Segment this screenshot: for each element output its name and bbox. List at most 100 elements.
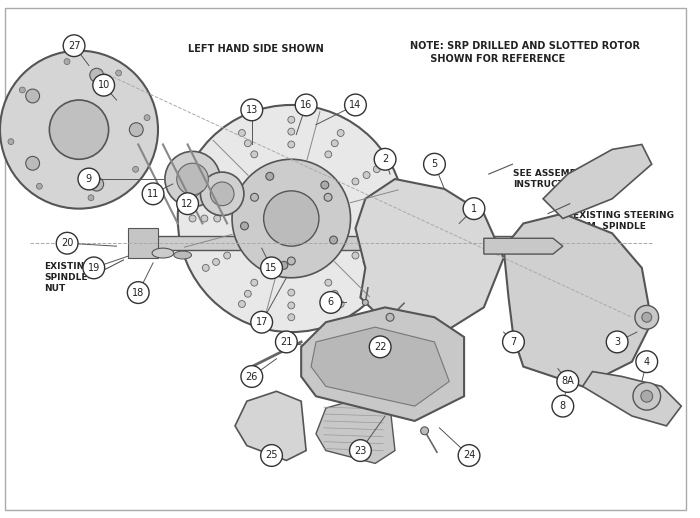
Circle shape (386, 215, 393, 222)
Text: 18: 18 (132, 287, 144, 297)
Circle shape (320, 292, 342, 313)
Circle shape (241, 222, 248, 230)
Text: LEFT HAND SIDE SHOWN: LEFT HAND SIDE SHOWN (188, 44, 323, 54)
Circle shape (266, 172, 274, 180)
Text: SEE ASSEMBLY
INSTRUCTIONS: SEE ASSEMBLY INSTRUCTIONS (514, 169, 589, 189)
Text: 27: 27 (68, 41, 80, 51)
Polygon shape (356, 179, 503, 332)
Circle shape (210, 182, 234, 206)
Text: 6: 6 (328, 297, 334, 308)
Circle shape (20, 87, 25, 93)
Text: EXISTING
SPINDLE
NUT: EXISTING SPINDLE NUT (44, 262, 92, 293)
Text: 19: 19 (88, 263, 100, 273)
Polygon shape (316, 398, 395, 464)
Circle shape (213, 258, 220, 265)
Text: 20: 20 (61, 238, 74, 248)
Circle shape (201, 215, 208, 222)
Circle shape (232, 159, 351, 278)
Text: 5: 5 (431, 159, 438, 169)
Text: NOTE: SRP DRILLED AND SLOTTED ROTOR
      SHOWN FOR REFERENCE: NOTE: SRP DRILLED AND SLOTTED ROTOR SHOW… (410, 41, 640, 64)
Polygon shape (311, 327, 449, 406)
Circle shape (324, 193, 332, 201)
Circle shape (260, 444, 282, 466)
Circle shape (90, 68, 104, 82)
Circle shape (386, 313, 394, 321)
Circle shape (636, 351, 657, 372)
Text: 17: 17 (256, 317, 268, 327)
Circle shape (288, 314, 295, 321)
Text: 12: 12 (181, 199, 194, 209)
Circle shape (373, 264, 380, 271)
Circle shape (26, 156, 40, 170)
Circle shape (288, 141, 295, 148)
Circle shape (78, 168, 99, 190)
Circle shape (363, 299, 368, 306)
Circle shape (640, 391, 652, 402)
Circle shape (56, 233, 78, 254)
Circle shape (276, 331, 298, 353)
Circle shape (63, 35, 85, 56)
Circle shape (424, 153, 445, 175)
Text: 8A: 8A (561, 377, 574, 386)
Circle shape (288, 302, 295, 309)
Text: EXISTING STEERING
ARM, SPINDLE: EXISTING STEERING ARM, SPINDLE (573, 211, 673, 231)
Circle shape (239, 300, 246, 308)
Circle shape (144, 114, 150, 121)
Circle shape (362, 215, 369, 222)
Text: 25: 25 (265, 451, 278, 461)
Circle shape (8, 139, 14, 145)
Circle shape (214, 215, 220, 222)
Circle shape (344, 94, 366, 116)
Circle shape (557, 370, 579, 392)
Text: 7: 7 (510, 337, 517, 347)
Text: 3: 3 (614, 337, 620, 347)
Circle shape (251, 311, 272, 333)
Circle shape (93, 75, 115, 96)
Circle shape (642, 312, 652, 322)
Text: 9: 9 (86, 174, 92, 184)
Circle shape (635, 306, 659, 329)
Circle shape (363, 171, 370, 179)
Circle shape (241, 99, 262, 121)
Circle shape (370, 336, 391, 358)
Circle shape (321, 181, 329, 189)
Circle shape (288, 117, 295, 123)
Circle shape (239, 130, 246, 136)
Circle shape (606, 331, 628, 353)
Circle shape (50, 100, 108, 159)
Text: 8: 8 (560, 401, 566, 411)
Circle shape (224, 252, 230, 259)
Text: 23: 23 (354, 445, 367, 455)
Circle shape (202, 166, 209, 172)
Circle shape (251, 151, 258, 158)
Circle shape (178, 105, 405, 332)
Circle shape (503, 331, 524, 353)
Text: 16: 16 (300, 100, 312, 110)
Text: 13: 13 (246, 105, 258, 115)
Circle shape (280, 262, 288, 269)
Circle shape (352, 178, 359, 185)
Circle shape (363, 258, 370, 265)
Circle shape (463, 198, 485, 220)
Circle shape (213, 171, 220, 179)
Circle shape (88, 195, 94, 200)
Circle shape (330, 236, 337, 244)
Circle shape (374, 149, 396, 170)
Circle shape (189, 215, 196, 222)
Circle shape (337, 300, 344, 308)
Ellipse shape (152, 248, 174, 258)
Text: 24: 24 (463, 451, 475, 461)
Circle shape (142, 183, 164, 205)
Polygon shape (128, 228, 158, 258)
Circle shape (176, 163, 209, 195)
Circle shape (337, 130, 344, 136)
Circle shape (241, 366, 262, 387)
Polygon shape (503, 213, 652, 386)
Polygon shape (235, 391, 306, 461)
Circle shape (295, 94, 317, 116)
Circle shape (251, 279, 258, 286)
Circle shape (130, 123, 144, 137)
Circle shape (127, 282, 149, 304)
Ellipse shape (174, 251, 192, 259)
Polygon shape (153, 236, 514, 250)
